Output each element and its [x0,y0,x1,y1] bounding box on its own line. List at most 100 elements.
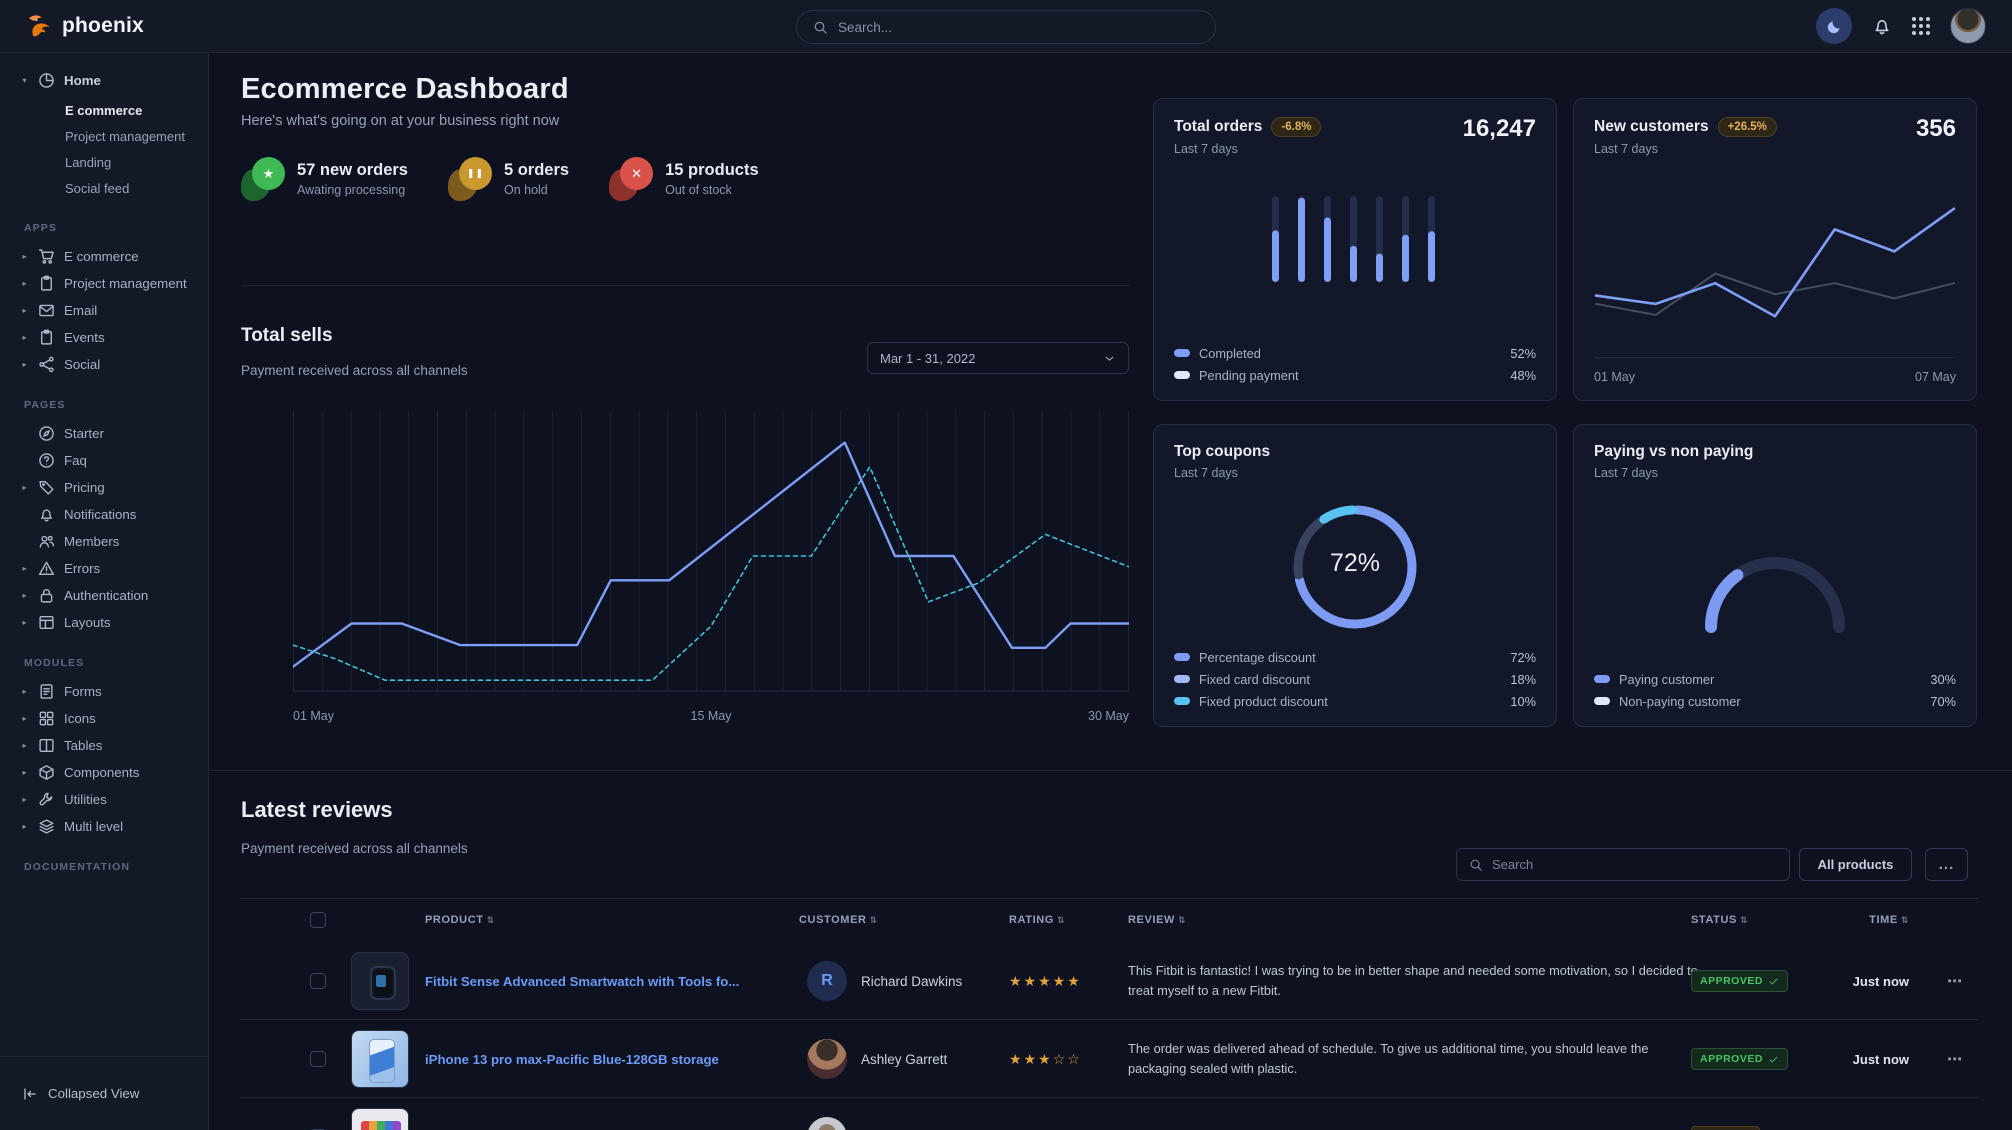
navbar-search-input[interactable]: Search... [796,10,1216,44]
table-row: Fitbit Sense Advanced Smartwatch with To… [240,942,1978,1020]
sidebar-section-label: APPS [24,222,57,234]
sidebar-item-errors[interactable]: ▸ Errors [10,555,198,582]
product-thumbnail[interactable] [351,952,409,1010]
legend-label: Non-paying customer [1619,693,1741,709]
select-all-checkbox[interactable] [310,912,326,928]
legend-value: 52% [1510,345,1536,361]
all-products-button[interactable]: All products [1799,848,1912,881]
date-range-select[interactable]: Mar 1 - 31, 2022 [867,342,1129,374]
sidebar-section-label: DOCUMENTATION [24,861,131,873]
column-header-review[interactable]: REVIEW ⇅ [1128,914,1187,926]
table-row: iPhone 13 pro max-Pacific Blue-128GB sto… [240,1020,1978,1098]
sidebar-subitem-landing[interactable]: Landing [65,154,112,170]
column-header-customer[interactable]: CUSTOMER ⇅ [799,914,878,926]
sidebar-item-authentication[interactable]: ▸ Authentication [10,582,198,609]
sidebar-item-tables[interactable]: ▸ Tables [10,732,198,759]
sidebar-item-icons[interactable]: ▸ Icons [10,705,198,732]
card-period: Last 7 days [1594,142,1658,156]
reviews-search-input[interactable]: Search [1456,848,1790,881]
columns-icon [38,737,55,754]
legend-value: 10% [1510,693,1536,709]
sidebar-item-label: Layouts [64,615,111,630]
product-thumbnail[interactable] [351,1030,409,1088]
brand-name: phoenix [62,14,144,37]
sidebar-item-home[interactable]: ▾ Home [10,67,198,94]
legend-swatch [1594,675,1610,683]
sidebar-item-e-commerce[interactable]: ▸ E commerce [10,243,198,270]
product-thumbnail[interactable] [351,1108,409,1130]
total-orders-card: Total orders -6.8% 16,247 Last 7 days Co… [1153,98,1557,401]
product-link[interactable]: Fitbit Sense Advanced Smartwatch with To… [425,973,740,989]
caret-right-icon: ▸ [22,795,27,804]
product-link[interactable]: iPhone 13 pro max-Pacific Blue-128GB sto… [425,1051,719,1067]
avatar[interactable] [807,1117,847,1130]
paying-legend: Paying customer 30% Non-paying customer … [1594,668,1956,712]
x-tick: 15 May [690,709,732,723]
review-time: Just now [1852,1051,1909,1067]
sidebar-item-forms[interactable]: ▸ Forms [10,678,198,705]
apps-menu-button[interactable] [1912,17,1930,35]
notifications-button[interactable] [1872,16,1892,36]
card-title: Paying vs non paying [1594,443,1754,460]
brand-logo[interactable]: phoenix [26,13,144,40]
user-avatar[interactable] [1950,8,1986,44]
trend-badge: -6.8% [1271,117,1322,137]
navbar-search-placeholder: Search... [838,19,893,35]
caret-right-icon: ▸ [22,591,27,600]
avatar[interactable] [807,1039,847,1079]
theme-toggle-button[interactable] [1816,8,1852,44]
column-header-status[interactable]: STATUS ⇅ [1691,914,1749,926]
x-tick: 01 May [293,709,334,723]
sidebar-item-components[interactable]: ▸ Components [10,759,198,786]
sidebar-subitem-social-feed[interactable]: Social feed [65,180,130,196]
navbar-actions [1816,8,1986,44]
row-checkbox[interactable] [310,1051,326,1067]
section-divider [209,770,2012,771]
sidebar-item-email[interactable]: ▸ Email [10,297,198,324]
sidebar-item-label: Events [64,330,105,345]
column-header-time[interactable]: TIME ⇅ [1869,914,1909,926]
caret-right-icon: ▸ [22,306,27,315]
pie-chart-icon [38,72,55,89]
sidebar-item-multi-level[interactable]: ▸ Multi level [10,813,198,840]
sidebar-item-faq[interactable]: Faq [10,447,198,474]
row-checkbox[interactable] [310,973,326,989]
orders-legend: Completed 52% Pending payment 48% [1174,342,1536,386]
legend-row: Fixed card discount 18% [1174,668,1536,690]
x-icon: ✕ [609,157,654,201]
legend-swatch [1174,697,1190,705]
customer-name: Richard Dawkins [861,973,963,989]
sidebar-item-notifications[interactable]: Notifications [10,501,198,528]
question-icon [38,452,55,469]
review-time: Just now [1852,973,1909,989]
pause-icon: ❚❚ [447,157,492,201]
sidebar-item-layouts[interactable]: ▸ Layouts [10,609,198,636]
caret-right-icon: ▸ [22,618,27,627]
sidebar-item-social[interactable]: ▸ Social [10,351,198,378]
sidebar-item-project-management[interactable]: ▸ Project management [10,270,198,297]
sidebar-item-events[interactable]: ▸ Events [10,324,198,351]
sort-icon: ⇅ [486,915,495,925]
avatar[interactable]: R [807,961,847,1001]
legend-row: Pending payment 48% [1174,364,1536,386]
legend-swatch [1174,653,1190,661]
sidebar-subitem-e-commerce[interactable]: E commerce [65,102,143,118]
sidebar-item-pricing[interactable]: ▸ Pricing [10,474,198,501]
column-header-product[interactable]: PRODUCT ⇅ [425,914,495,926]
sort-icon: ⇅ [869,915,878,925]
card-title: New customers [1594,118,1709,135]
table-top-border [240,898,1978,899]
sidebar-item-label: Email [64,303,98,318]
row-more-button[interactable]: ⋯ [1947,973,1963,990]
sidebar-item-label: Starter [64,426,104,441]
row-more-button[interactable]: ⋯ [1947,1051,1963,1068]
sidebar-item-members[interactable]: Members [10,528,198,555]
table-more-button[interactable]: ... [1925,848,1968,881]
sidebar-item-starter[interactable]: Starter [10,420,198,447]
caret-right-icon: ▸ [22,279,27,288]
box-icon [38,764,55,781]
collapse-view-button[interactable]: Collapsed View [0,1056,208,1130]
sidebar-item-utilities[interactable]: ▸ Utilities [10,786,198,813]
sidebar-subitem-project-management[interactable]: Project management [65,128,185,144]
column-header-rating[interactable]: RATING ⇅ [1009,914,1066,926]
